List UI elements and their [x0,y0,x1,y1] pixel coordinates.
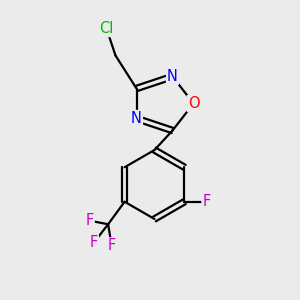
Text: F: F [108,238,116,253]
Text: O: O [188,96,199,111]
Text: Cl: Cl [99,21,114,36]
Text: N: N [167,69,178,84]
Text: F: F [90,235,98,250]
Text: F: F [85,213,94,228]
Text: F: F [202,194,211,209]
Text: N: N [131,111,142,126]
